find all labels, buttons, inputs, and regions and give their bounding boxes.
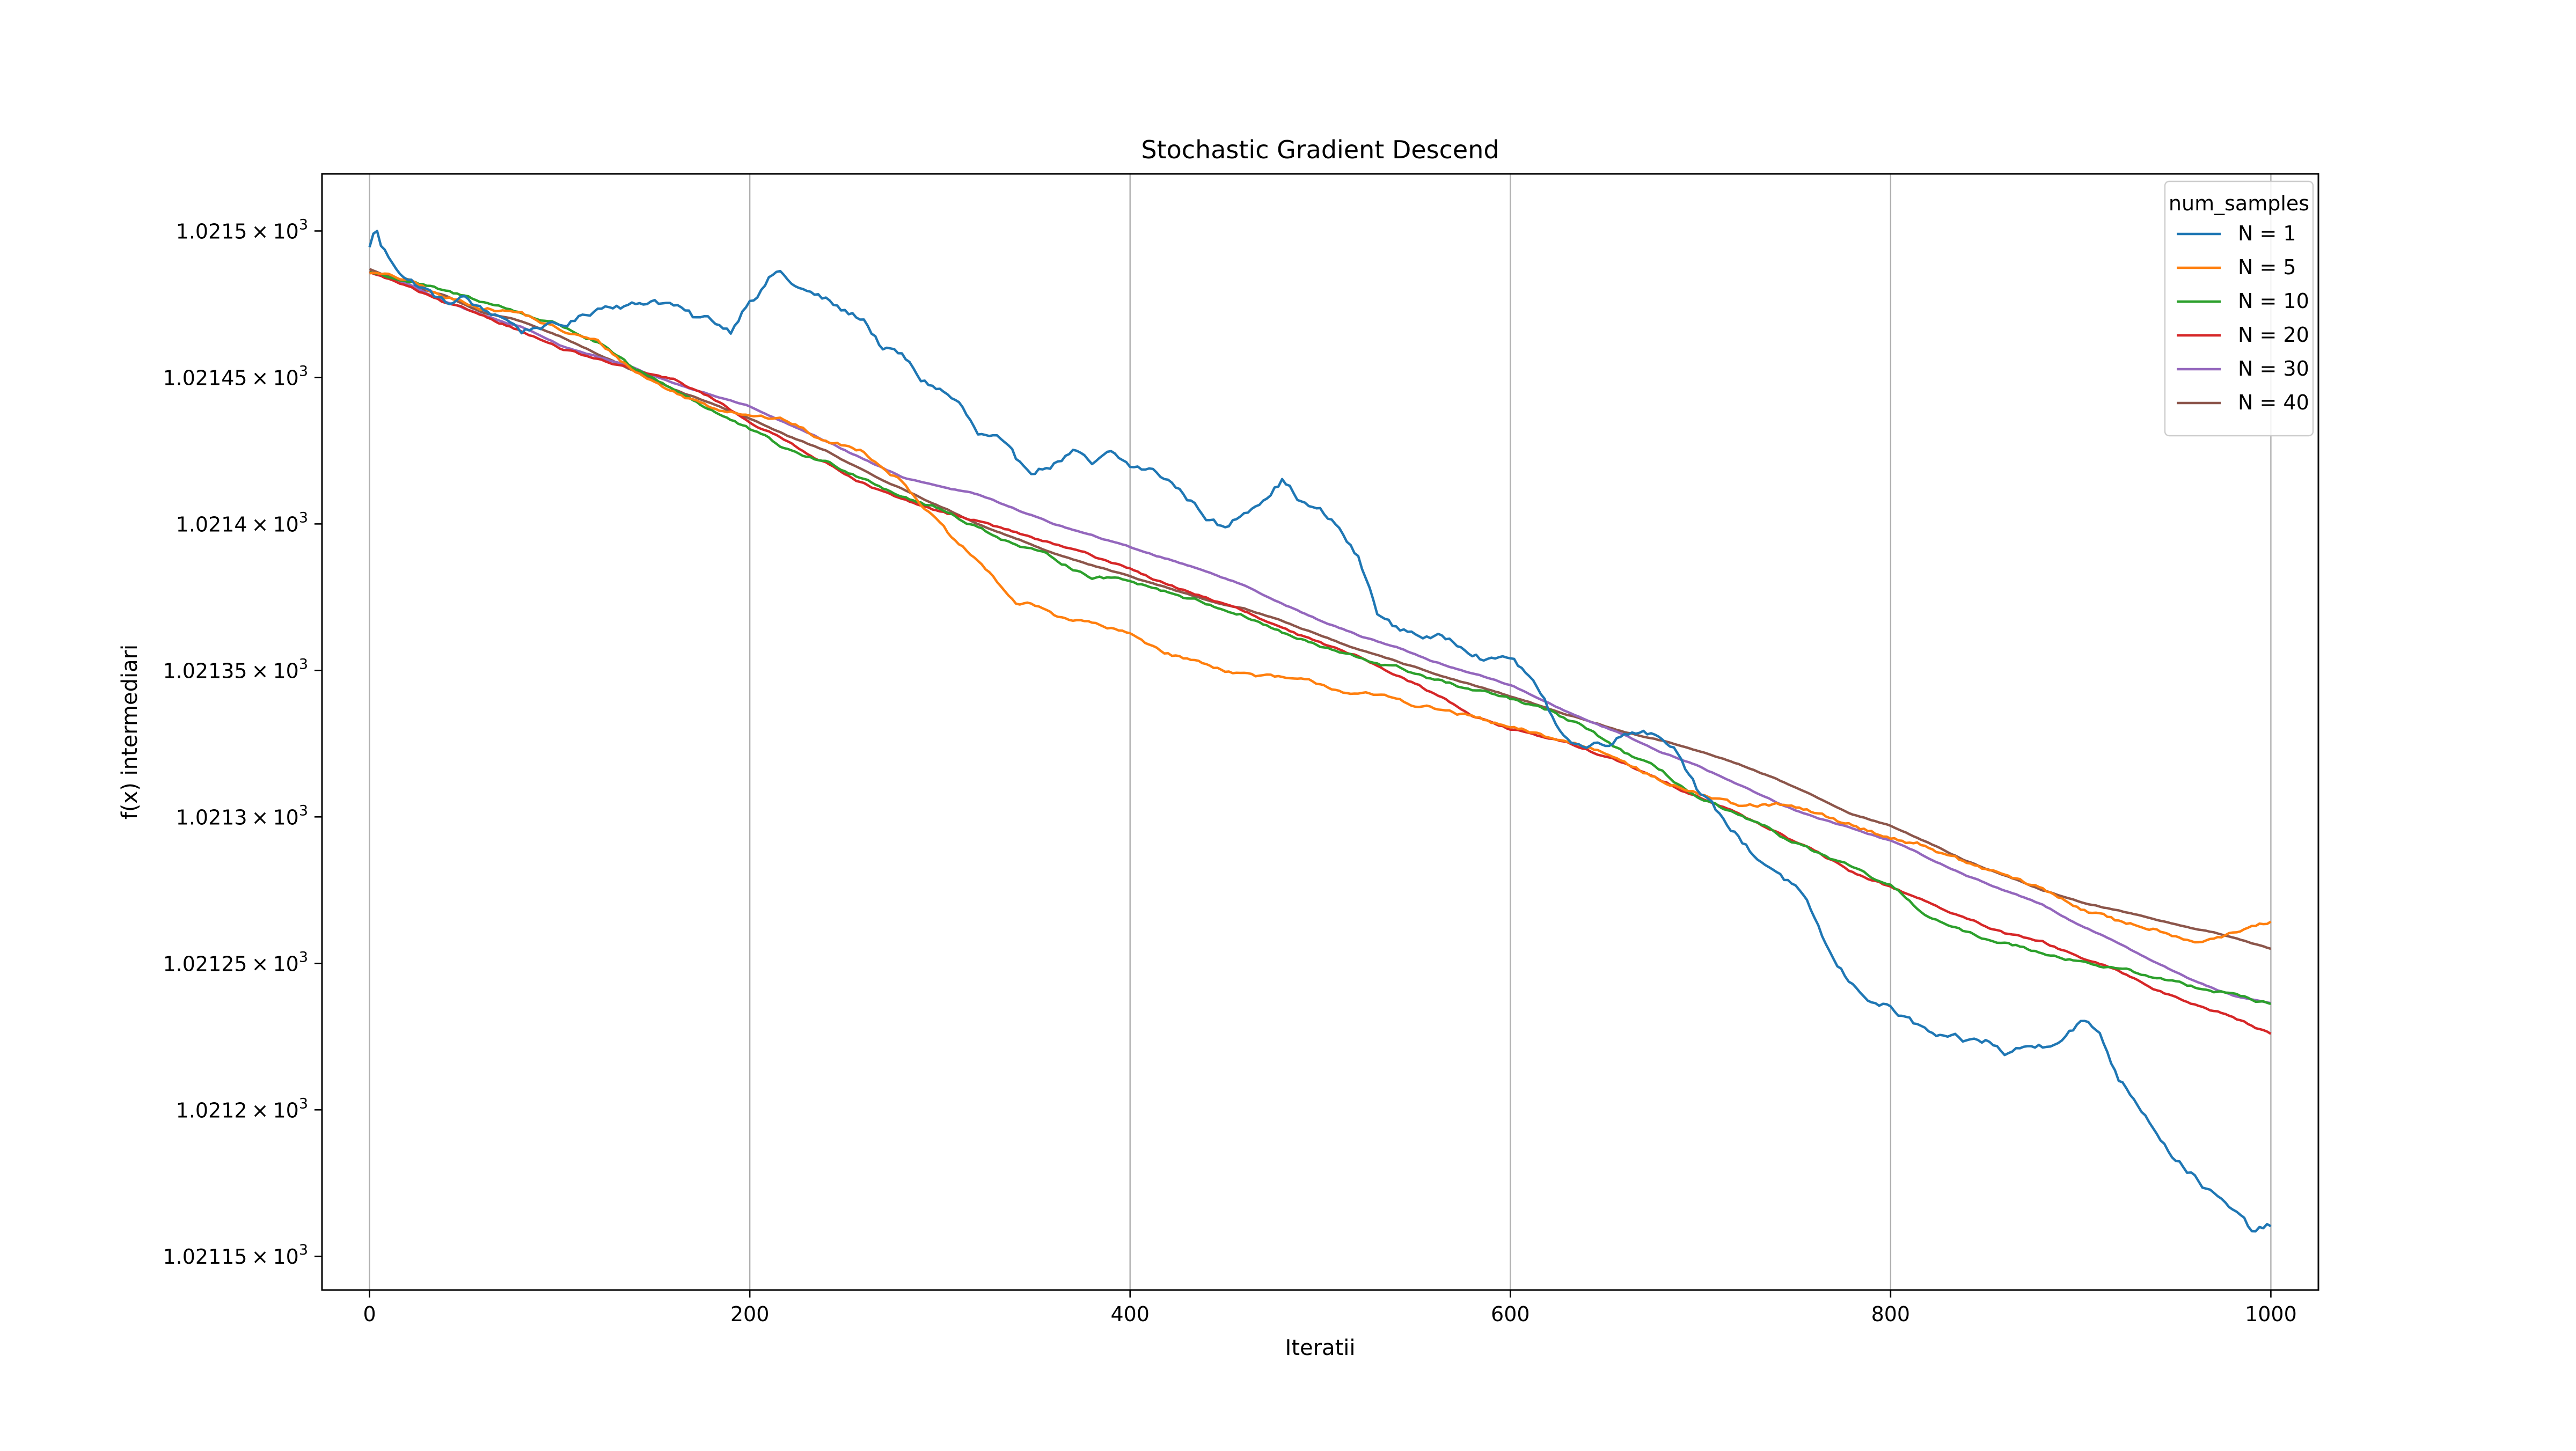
y-tick-base: 10 xyxy=(273,952,298,976)
y-tick-times: × xyxy=(252,512,269,536)
x-axis: 0 200 400 600 800 1000 xyxy=(363,1290,2297,1326)
x-tick-label: 400 xyxy=(1110,1302,1150,1326)
legend-entry: N = 40 xyxy=(2238,391,2309,414)
x-tick-label: 200 xyxy=(730,1302,770,1326)
plot-frame xyxy=(321,173,2319,1291)
y-tick-base: 10 xyxy=(273,1098,298,1122)
x-axis-label: Iteratii xyxy=(1285,1336,1356,1360)
y-tick-base: 10 xyxy=(273,219,298,243)
legend-entry: N = 10 xyxy=(2238,289,2309,313)
x-tick-label: 1000 xyxy=(2245,1302,2297,1326)
y-tick-mantissa: 1.0214 xyxy=(176,512,247,536)
legend-entry: N = 1 xyxy=(2238,222,2296,245)
x-tick-label: 800 xyxy=(1871,1302,1911,1326)
y-tick-label: 1.0214 × 103 xyxy=(176,509,308,536)
y-tick-times: × xyxy=(252,805,269,829)
legend-title: num_samples xyxy=(2169,192,2309,215)
y-tick-mantissa: 1.0215 xyxy=(176,219,247,243)
y-tick-label: 1.0212 × 103 xyxy=(176,1095,308,1122)
y-tick-mantissa: 1.02135 xyxy=(163,659,247,683)
series-line-n-1 xyxy=(368,230,2272,1233)
y-tick-times: × xyxy=(252,659,269,683)
y-tick-base: 10 xyxy=(273,659,298,683)
y-tick-exponent: 3 xyxy=(299,509,308,526)
y-tick-label: 1.0215 × 103 xyxy=(176,216,308,243)
y-tick-times: × xyxy=(252,219,269,243)
chart-title: Stochastic Gradient Descend xyxy=(1141,135,1499,164)
legend-entry: N = 30 xyxy=(2238,357,2309,380)
series-line-n-20 xyxy=(369,270,2272,1035)
y-tick-mantissa: 1.0213 xyxy=(176,805,247,829)
y-tick-mantissa: 1.02115 xyxy=(163,1245,247,1269)
y-tick-mantissa: 1.02145 xyxy=(163,366,247,390)
grid-layer xyxy=(369,174,2272,1290)
legend-box xyxy=(2164,180,2314,437)
legend-entry: N = 20 xyxy=(2238,323,2309,347)
y-tick-exponent: 3 xyxy=(299,1242,308,1258)
y-tick-base: 10 xyxy=(273,366,298,390)
y-tick-label: 1.02115 × 103 xyxy=(163,1242,308,1269)
y-tick-exponent: 3 xyxy=(299,656,308,672)
y-tick-mantissa: 1.0212 xyxy=(176,1098,247,1122)
y-tick-times: × xyxy=(252,1245,269,1269)
y-tick-times: × xyxy=(252,952,269,976)
y-tick-exponent: 3 xyxy=(299,1095,308,1112)
y-tick-exponent: 3 xyxy=(299,949,308,965)
y-tick-exponent: 3 xyxy=(299,216,308,233)
series-line-n-5 xyxy=(369,272,2272,944)
y-tick-mantissa: 1.02125 xyxy=(163,952,247,976)
legend: num_samples N = 1 N = 5 N = 10 N = 20 N = 30 N… xyxy=(2164,180,2314,437)
y-tick-label: 1.02145 × 103 xyxy=(163,363,308,390)
y-tick-base: 10 xyxy=(273,805,298,829)
x-tick-label: 0 xyxy=(363,1302,376,1326)
x-tick-label: 600 xyxy=(1491,1302,1530,1326)
y-tick-label: 1.02125 × 103 xyxy=(163,949,308,976)
y-tick-label: 1.02135 × 103 xyxy=(163,656,308,683)
y-tick-label: 1.0213 × 103 xyxy=(176,802,308,829)
legend-entry: N = 5 xyxy=(2238,255,2296,279)
y-tick-times: × xyxy=(252,366,269,390)
y-tick-base: 10 xyxy=(273,512,298,536)
y-tick-base: 10 xyxy=(273,1245,298,1269)
series-line-n-10 xyxy=(369,270,2272,1006)
y-tick-exponent: 3 xyxy=(299,802,308,819)
series-layer xyxy=(368,230,2272,1233)
y-tick-times: × xyxy=(252,1098,269,1122)
y-tick-exponent: 3 xyxy=(299,363,308,379)
y-axis-label: f(x) intermediari xyxy=(118,644,142,819)
